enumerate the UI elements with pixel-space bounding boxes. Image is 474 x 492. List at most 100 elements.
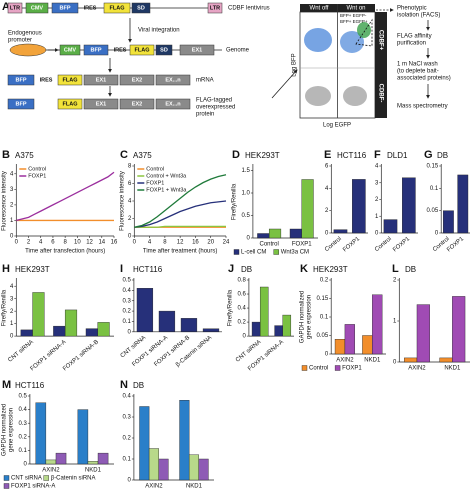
bar: [188, 454, 199, 481]
x-tick-label: Control: [260, 242, 279, 248]
y-tick-label: 0.6: [238, 292, 247, 298]
x-tick-label: Control: [324, 236, 343, 253]
construct-box: [57, 74, 83, 86]
panel-label: L: [392, 263, 399, 275]
panel-label: F: [374, 149, 381, 161]
y-tick-label: 0.2: [123, 309, 132, 315]
bar: [97, 322, 110, 337]
workflow-step: FLAG affinity: [397, 34, 432, 40]
arrow-label: Viral integration: [138, 28, 180, 34]
y-tick-label: 0: [435, 231, 439, 237]
bar: [383, 219, 398, 234]
construct-text: SD: [137, 5, 145, 11]
bar: [443, 210, 454, 234]
chart-title: DB: [437, 151, 448, 160]
facs-gate: CDBF-: [377, 84, 383, 103]
y-tick-label: 4: [10, 171, 14, 177]
bar: [457, 174, 469, 234]
y-tick-label: 8: [128, 164, 132, 170]
x-tick-label: 10: [74, 240, 81, 246]
y-axis-label: Fluorescence intensity: [120, 171, 126, 231]
bar: [257, 233, 270, 239]
construct-box: [57, 98, 83, 110]
y-axis-label: gene expression: [307, 295, 313, 339]
y-tick-label: 0.2: [19, 434, 28, 440]
panel-label: K: [300, 263, 308, 275]
y-tick-label: 0.1: [123, 319, 132, 325]
y-tick-label: 6: [128, 181, 132, 187]
data-line: [134, 174, 227, 228]
construct-text: EX1: [192, 47, 202, 53]
construct-text: FLAG: [63, 101, 78, 107]
construct-box: [155, 74, 191, 86]
bar: [97, 452, 109, 465]
x-tick-label: FOXP1: [292, 242, 312, 248]
construct-text: FLAG: [110, 5, 125, 11]
y-tick-label: 0.4: [238, 306, 247, 312]
legend-label: FOXP1: [342, 366, 362, 372]
bar: [372, 294, 383, 355]
x-axis-label: Time after transfection (hours): [25, 249, 105, 255]
legend-label: Control + Wnt3a: [146, 173, 187, 179]
panel-label: M: [2, 379, 11, 391]
workflow-step: (to deplete bait-: [397, 69, 439, 75]
legend-key: [301, 365, 308, 371]
legend-key: [3, 483, 10, 489]
legend-key: [3, 475, 10, 481]
y-tick-label: 0.2: [238, 320, 247, 326]
x-tick-label: 8: [163, 240, 167, 246]
panel-label: B: [2, 149, 10, 161]
bar: [87, 461, 99, 465]
x-axis-label: Time after treatment (hours): [143, 249, 217, 255]
legend-label: FOXP1: [146, 180, 164, 186]
legend-label: Control: [309, 366, 328, 372]
y-tick-label: 0.1: [123, 457, 132, 463]
construct-box: [155, 98, 191, 110]
legend-key: [334, 365, 341, 371]
y-tick-label: 0.15: [427, 164, 439, 170]
legend-label: CNT siRNA: [11, 476, 42, 482]
bar: [416, 304, 430, 363]
legend-label: FOXP1: [28, 173, 46, 179]
x-tick-label: AXIN2: [336, 358, 354, 364]
bar: [179, 400, 190, 481]
panel-label: N: [120, 379, 128, 391]
x-tick-label: FOXP1: [342, 236, 361, 254]
x-tick-label: CNT siRNA: [7, 339, 35, 363]
construct-text: FLAG: [63, 77, 78, 83]
bar: [139, 406, 150, 481]
construct-box: [119, 98, 155, 110]
bar: [158, 458, 169, 481]
promoter-label: Endogenous: [8, 31, 42, 37]
bar: [334, 339, 346, 355]
y-tick-label: 0.05: [427, 208, 439, 214]
y-tick-label: 0.3: [123, 298, 132, 304]
y-tick-label: 0.3: [123, 415, 132, 421]
bar: [282, 314, 292, 337]
bar: [55, 452, 67, 465]
x-tick-label: 20: [207, 240, 214, 246]
y-tick-label: 0.4: [123, 394, 132, 400]
construct-text: FLAG: [135, 47, 150, 53]
construct-text: LTR: [10, 5, 20, 11]
x-tick-label: 8: [63, 240, 67, 246]
construct-text: BFP: [91, 47, 102, 53]
y-tick-label: 3: [10, 187, 14, 193]
y-tick-label: 0: [128, 478, 132, 484]
x-tick-label: AXIN2: [408, 366, 426, 372]
chart-title: DB: [405, 265, 416, 274]
y-axis-label: Fluorescence intensity: [2, 171, 8, 231]
workflow-step: Phenotypic: [397, 6, 427, 12]
y-tick-label: 0.5: [123, 278, 132, 284]
legend-label: FOXP1 siRNA-A: [11, 484, 55, 490]
bar: [452, 296, 466, 363]
y-axis-label: GAPDH normalized: [2, 404, 8, 456]
construct-text: EX1: [96, 77, 106, 83]
facs-header: Wnt off: [310, 6, 329, 12]
y-tick-label: 1.5: [242, 168, 251, 174]
x-tick-label: 24: [223, 240, 230, 246]
bar: [439, 357, 453, 363]
x-tick-label: NKD1: [186, 484, 203, 490]
bar: [158, 310, 176, 333]
x-tick-label: 12: [86, 240, 93, 246]
